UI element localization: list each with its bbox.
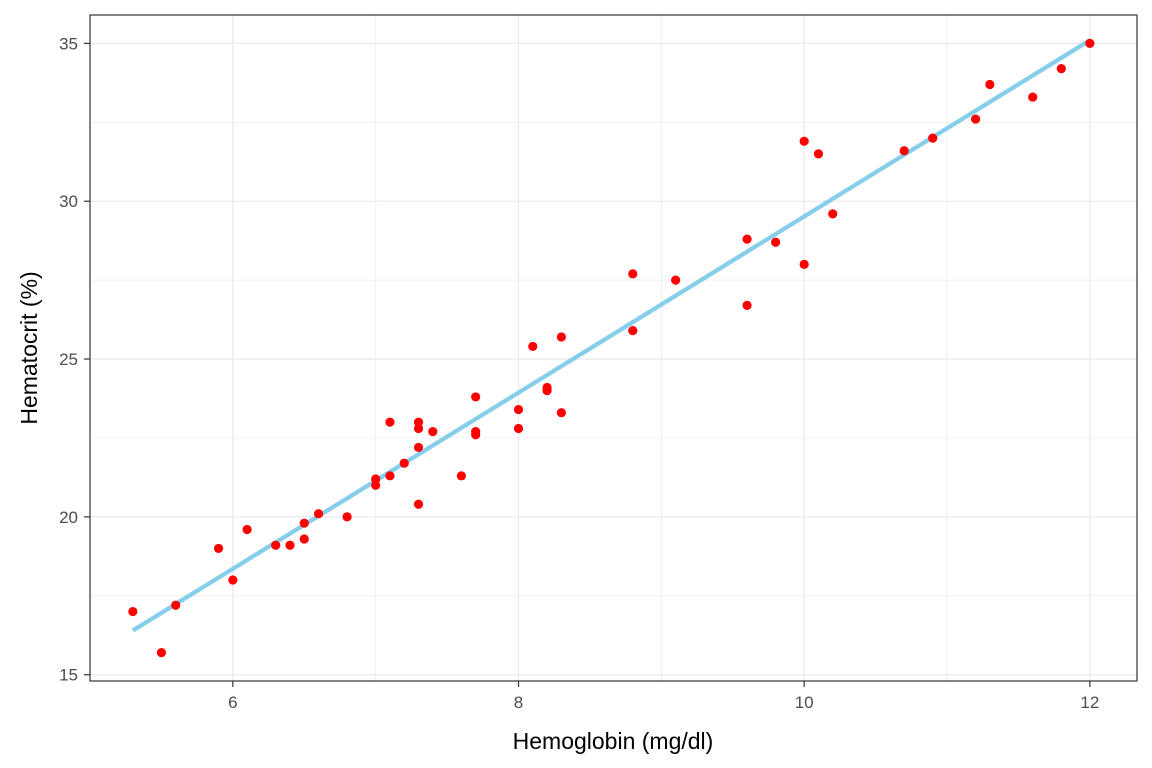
y-tick-label: 30 bbox=[59, 192, 78, 211]
data-point bbox=[513, 404, 524, 415]
data-point bbox=[385, 417, 395, 427]
data-point bbox=[371, 480, 381, 490]
data-point bbox=[371, 474, 381, 484]
major-gridlines bbox=[90, 15, 1137, 681]
panel-background bbox=[90, 15, 1137, 681]
x-tick-label: 6 bbox=[228, 693, 237, 712]
data-point bbox=[1085, 38, 1095, 49]
data-point bbox=[556, 332, 566, 342]
data-point bbox=[742, 300, 752, 310]
data-point bbox=[813, 149, 824, 159]
data-point bbox=[542, 382, 552, 393]
data-point bbox=[628, 269, 638, 279]
data-point bbox=[742, 234, 752, 244]
data-point bbox=[799, 136, 809, 146]
y-axis: 15 20 25 30 35 bbox=[59, 34, 90, 685]
data-point bbox=[413, 442, 424, 453]
data-point bbox=[342, 512, 352, 522]
data-point bbox=[1028, 92, 1038, 102]
data-point bbox=[171, 600, 181, 610]
y-tick-label: 15 bbox=[59, 666, 78, 685]
data-point bbox=[985, 79, 995, 90]
x-tick-label: 10 bbox=[795, 693, 814, 712]
y-tick-label: 25 bbox=[59, 350, 78, 369]
x-axis-title: Hemoglobin (mg/dl) bbox=[513, 728, 714, 754]
data-point bbox=[413, 417, 424, 427]
data-point bbox=[471, 427, 481, 437]
data-point bbox=[428, 427, 438, 437]
data-point bbox=[285, 540, 295, 550]
data-point bbox=[799, 259, 809, 269]
data-point bbox=[456, 471, 466, 481]
data-point bbox=[242, 524, 252, 535]
data-point bbox=[128, 606, 138, 617]
data-point bbox=[271, 540, 281, 550]
data-point bbox=[471, 392, 481, 402]
data-point bbox=[399, 458, 409, 468]
data-point bbox=[771, 237, 781, 247]
x-tick-label: 12 bbox=[1080, 693, 1099, 712]
data-point bbox=[213, 543, 224, 554]
data-point bbox=[628, 326, 638, 336]
y-tick-label: 35 bbox=[59, 34, 78, 53]
data-point bbox=[413, 423, 424, 434]
data-point bbox=[156, 647, 167, 658]
y-axis-title: Hematocrit (%) bbox=[16, 271, 42, 424]
data-point bbox=[313, 509, 324, 519]
data-point bbox=[970, 114, 981, 124]
data-point bbox=[528, 341, 538, 352]
data-points bbox=[128, 38, 1095, 658]
data-point bbox=[899, 146, 909, 156]
data-point bbox=[413, 499, 424, 509]
panel-border bbox=[89, 14, 1138, 682]
data-point bbox=[299, 534, 309, 544]
data-point bbox=[828, 209, 838, 219]
data-point bbox=[513, 423, 524, 434]
data-point bbox=[556, 408, 566, 418]
y-tick-label: 20 bbox=[59, 508, 78, 527]
data-point bbox=[299, 518, 309, 528]
data-point bbox=[1056, 64, 1066, 74]
data-point bbox=[671, 275, 681, 285]
data-point bbox=[385, 471, 395, 481]
x-tick-label: 8 bbox=[514, 693, 523, 712]
data-point bbox=[228, 575, 238, 585]
x-axis: 6 8 10 12 bbox=[228, 681, 1099, 712]
data-point bbox=[928, 133, 938, 143]
